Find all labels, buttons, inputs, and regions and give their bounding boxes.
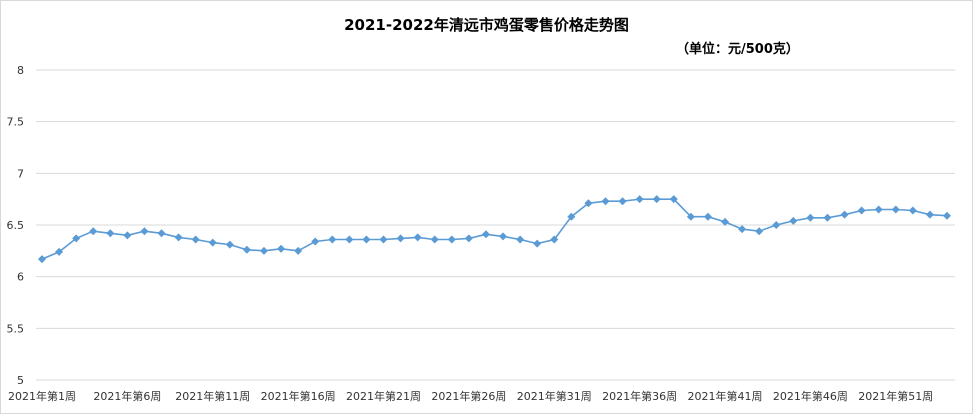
data-point bbox=[140, 227, 149, 236]
x-tick-label: 2021年第31周 bbox=[517, 389, 592, 403]
data-point bbox=[925, 210, 934, 219]
y-tick-label: 8 bbox=[17, 64, 24, 77]
data-point bbox=[242, 245, 251, 254]
y-axis-tick-labels: 5 5.5 6 6.5 7 7.5 8 bbox=[7, 64, 25, 387]
data-point bbox=[259, 246, 268, 255]
series-egg-price bbox=[38, 195, 951, 264]
y-tick-label: 5.5 bbox=[7, 322, 25, 335]
data-point bbox=[447, 235, 456, 244]
data-point bbox=[755, 227, 764, 236]
data-point bbox=[584, 199, 593, 208]
data-point bbox=[618, 197, 627, 206]
data-point bbox=[191, 235, 200, 244]
x-tick-label: 2021年第11周 bbox=[175, 389, 250, 403]
x-tick-label: 2021年第26周 bbox=[431, 389, 506, 403]
y-tick-label: 7 bbox=[17, 167, 24, 180]
data-point bbox=[72, 234, 81, 243]
data-point bbox=[789, 216, 798, 225]
gridlines bbox=[36, 69, 955, 381]
x-tick-label: 2021年第46周 bbox=[773, 389, 848, 403]
data-point bbox=[208, 238, 217, 247]
data-point bbox=[840, 210, 849, 219]
data-point bbox=[123, 231, 132, 240]
data-point bbox=[430, 235, 439, 244]
data-point bbox=[703, 212, 712, 221]
data-point bbox=[943, 211, 951, 220]
data-point bbox=[601, 197, 610, 206]
data-point bbox=[55, 247, 64, 256]
data-point bbox=[379, 235, 388, 244]
data-point bbox=[345, 235, 354, 244]
y-tick-label: 5 bbox=[17, 374, 24, 387]
x-tick-label: 2021年第51周 bbox=[858, 389, 933, 403]
data-point bbox=[38, 255, 46, 264]
x-tick-label: 2021年第1周 bbox=[8, 389, 76, 403]
y-tick-label: 6.5 bbox=[7, 219, 25, 232]
data-point bbox=[396, 234, 405, 243]
data-point bbox=[669, 195, 678, 204]
data-point bbox=[533, 239, 542, 248]
data-point bbox=[174, 233, 183, 242]
data-point bbox=[686, 212, 695, 221]
data-point bbox=[499, 232, 508, 241]
data-point bbox=[328, 235, 337, 244]
data-point bbox=[874, 205, 883, 214]
data-point bbox=[738, 225, 747, 234]
data-point bbox=[225, 240, 234, 249]
data-point bbox=[157, 229, 166, 238]
data-point bbox=[806, 213, 815, 222]
series-line bbox=[41, 198, 948, 260]
data-point bbox=[857, 206, 866, 215]
data-point bbox=[311, 237, 320, 246]
data-point bbox=[891, 205, 900, 214]
data-point bbox=[635, 195, 644, 204]
data-point bbox=[908, 206, 917, 215]
data-point bbox=[652, 195, 661, 204]
data-point bbox=[823, 213, 832, 222]
x-axis-tick-labels: 2021年第1周 2021年第6周 2021年第11周 2021年第16周 2021年第… bbox=[8, 389, 933, 403]
data-point bbox=[772, 221, 781, 229]
y-tick-label: 7.5 bbox=[7, 116, 25, 129]
x-tick-label: 2021年第36周 bbox=[602, 389, 677, 403]
data-point bbox=[550, 235, 559, 244]
chart-subtitle: （单位：元/500克） bbox=[676, 42, 799, 57]
data-point bbox=[89, 227, 98, 236]
x-tick-label: 2021年第21周 bbox=[346, 389, 421, 403]
x-tick-label: 2021年第41周 bbox=[688, 389, 763, 403]
data-point bbox=[106, 229, 115, 238]
data-point bbox=[277, 244, 286, 253]
data-point bbox=[294, 246, 303, 255]
x-tick-label: 2021年第6周 bbox=[93, 389, 161, 403]
data-point bbox=[362, 235, 371, 244]
data-point bbox=[413, 233, 422, 242]
y-tick-label: 6 bbox=[17, 271, 24, 284]
data-point bbox=[567, 212, 576, 221]
data-point bbox=[464, 234, 473, 243]
chart-title: 2021-2022年清远市鸡蛋零售价格走势图 bbox=[344, 16, 629, 34]
x-tick-label: 2021年第16周 bbox=[261, 389, 336, 403]
data-point bbox=[481, 230, 490, 239]
data-point bbox=[721, 217, 730, 226]
data-point bbox=[516, 235, 525, 244]
